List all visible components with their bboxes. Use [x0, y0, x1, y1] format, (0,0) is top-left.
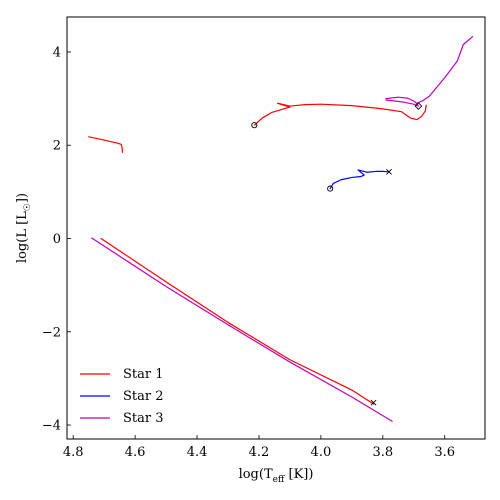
marker-diamond-3	[414, 102, 423, 110]
series-1-track-1	[88, 136, 124, 153]
x-axis-ticks: 4.8 4.6 4.4 4.2 4.0 3.8 3.6	[63, 435, 455, 460]
marker-layer	[251, 102, 423, 406]
x-tick-label: 3.8	[372, 445, 393, 460]
x-tick-label: 3.6	[434, 445, 455, 460]
x-axis-label-tail: [K])	[284, 467, 313, 482]
series-3-track-1	[385, 96, 420, 107]
series-1-track-2	[253, 102, 427, 126]
x-tick-label: 4.8	[63, 445, 84, 460]
plot-frame	[66, 16, 486, 440]
series-3-track-2	[416, 35, 474, 104]
marker-circle-1	[251, 122, 258, 129]
series-layer	[88, 35, 474, 422]
marker-cross-5	[370, 399, 377, 406]
series-3-track-3	[91, 237, 393, 422]
series-2-track-1	[329, 169, 390, 190]
series-1-track-3	[100, 237, 375, 405]
x-axis-label: log(Teff [K])	[239, 467, 314, 485]
y-axis-ticks: −4 −2 0 2 4	[42, 45, 71, 434]
y-axis-label: log(L [L☉])	[15, 193, 33, 263]
y-tick-label: −2	[42, 325, 61, 340]
y-tick-label: 2	[53, 139, 61, 154]
legend: Star 1 Star 2 Star 3	[80, 367, 164, 426]
x-axis-label-sub: eff	[273, 475, 285, 485]
x-tick-label: 4.6	[125, 445, 146, 460]
x-tick-label: 4.4	[187, 445, 208, 460]
y-axis-label-tail: ])	[15, 193, 30, 203]
y-tick-label: −4	[42, 419, 61, 434]
legend-label-star-2: Star 2	[123, 389, 164, 404]
y-axis-label-main: log(L [L	[15, 211, 30, 263]
x-tick-label: 4.2	[249, 445, 270, 460]
y-axis-label-sub: ☉	[23, 203, 33, 211]
x-axis-label-main: log(T	[239, 467, 273, 482]
legend-label-star-1: Star 1	[123, 367, 164, 382]
x-tick-label: 4.0	[311, 445, 332, 460]
y-tick-label: 0	[53, 232, 61, 247]
y-tick-label: 4	[53, 45, 61, 60]
marker-cross-4	[386, 168, 392, 175]
marker-circle-2	[327, 185, 334, 192]
legend-label-star-3: Star 3	[123, 411, 164, 426]
